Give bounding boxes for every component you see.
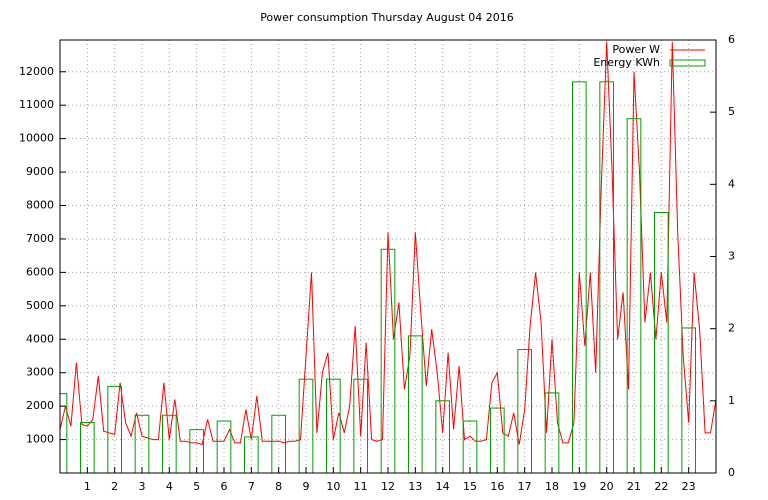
x-tick-label: 8 [275,480,282,493]
y2-tick-label: 1 [728,394,735,407]
x-tick-label: 23 [682,480,696,493]
y2-tick-label: 0 [728,466,735,479]
y-tick-label: 8000 [26,199,54,212]
energy-box [80,421,95,473]
y-tick-label: 6000 [26,265,54,278]
y2-tick-label: 3 [728,250,735,263]
x-tick-label: 17 [518,480,532,493]
energy-box [435,400,451,473]
x-tick-label: 15 [463,480,477,493]
y-tick-label: 1000 [26,433,54,446]
x-tick-label: 1 [84,480,91,493]
x-tick-label: 2 [111,480,118,493]
legend-label: Power W [612,43,660,56]
x-tick-label: 14 [436,480,450,493]
x-tick-label: 12 [381,480,395,493]
x-tick-label: 3 [139,480,146,493]
energy-box [599,81,614,473]
x-tick-label: 19 [572,480,586,493]
y2-tick-label: 5 [728,105,735,118]
energy-box [654,211,669,473]
x-tick-label: 18 [545,480,559,493]
y-tick-label: 5000 [26,299,54,312]
energy-box [572,81,587,473]
y-tick-label: 3000 [26,366,54,379]
x-tick-label: 10 [326,480,340,493]
y-tick-label: 2000 [26,399,54,412]
energy-box [462,420,478,473]
energy-box [380,248,396,473]
energy-box [216,420,232,473]
y-tick-label: 9000 [26,165,54,178]
y2-tick-label: 2 [728,322,735,335]
energy-box [517,349,532,473]
y-tick-label: 12000 [19,65,54,78]
x-tick-label: 11 [354,480,368,493]
energy-box [681,327,696,473]
y-tick-label: 11000 [19,98,54,111]
legend-label: Energy KWh [593,56,660,69]
x-tick-label: 6 [221,480,228,493]
power-line [60,41,716,446]
x-tick-label: 20 [600,480,614,493]
y-tick-label: 4000 [26,332,54,345]
x-tick-label: 16 [490,480,504,493]
x-tick-label: 21 [627,480,641,493]
x-tick-label: 7 [248,480,255,493]
x-tick-label: 5 [193,480,200,493]
energy-box [626,118,642,473]
legend-swatch [669,59,706,67]
y2-tick-label: 4 [728,177,735,190]
y-tick-label: 10000 [19,132,54,145]
y-tick-label: 7000 [26,232,54,245]
x-tick-label: 22 [654,480,668,493]
x-tick-label: 9 [303,480,310,493]
energy-box [189,429,204,473]
x-tick-label: 4 [166,480,173,493]
chart-title: Power consumption Thursday August 04 201… [260,11,514,24]
x-tick-label: 13 [408,480,422,493]
energy-box [408,335,423,473]
y2-tick-label: 6 [728,33,735,46]
